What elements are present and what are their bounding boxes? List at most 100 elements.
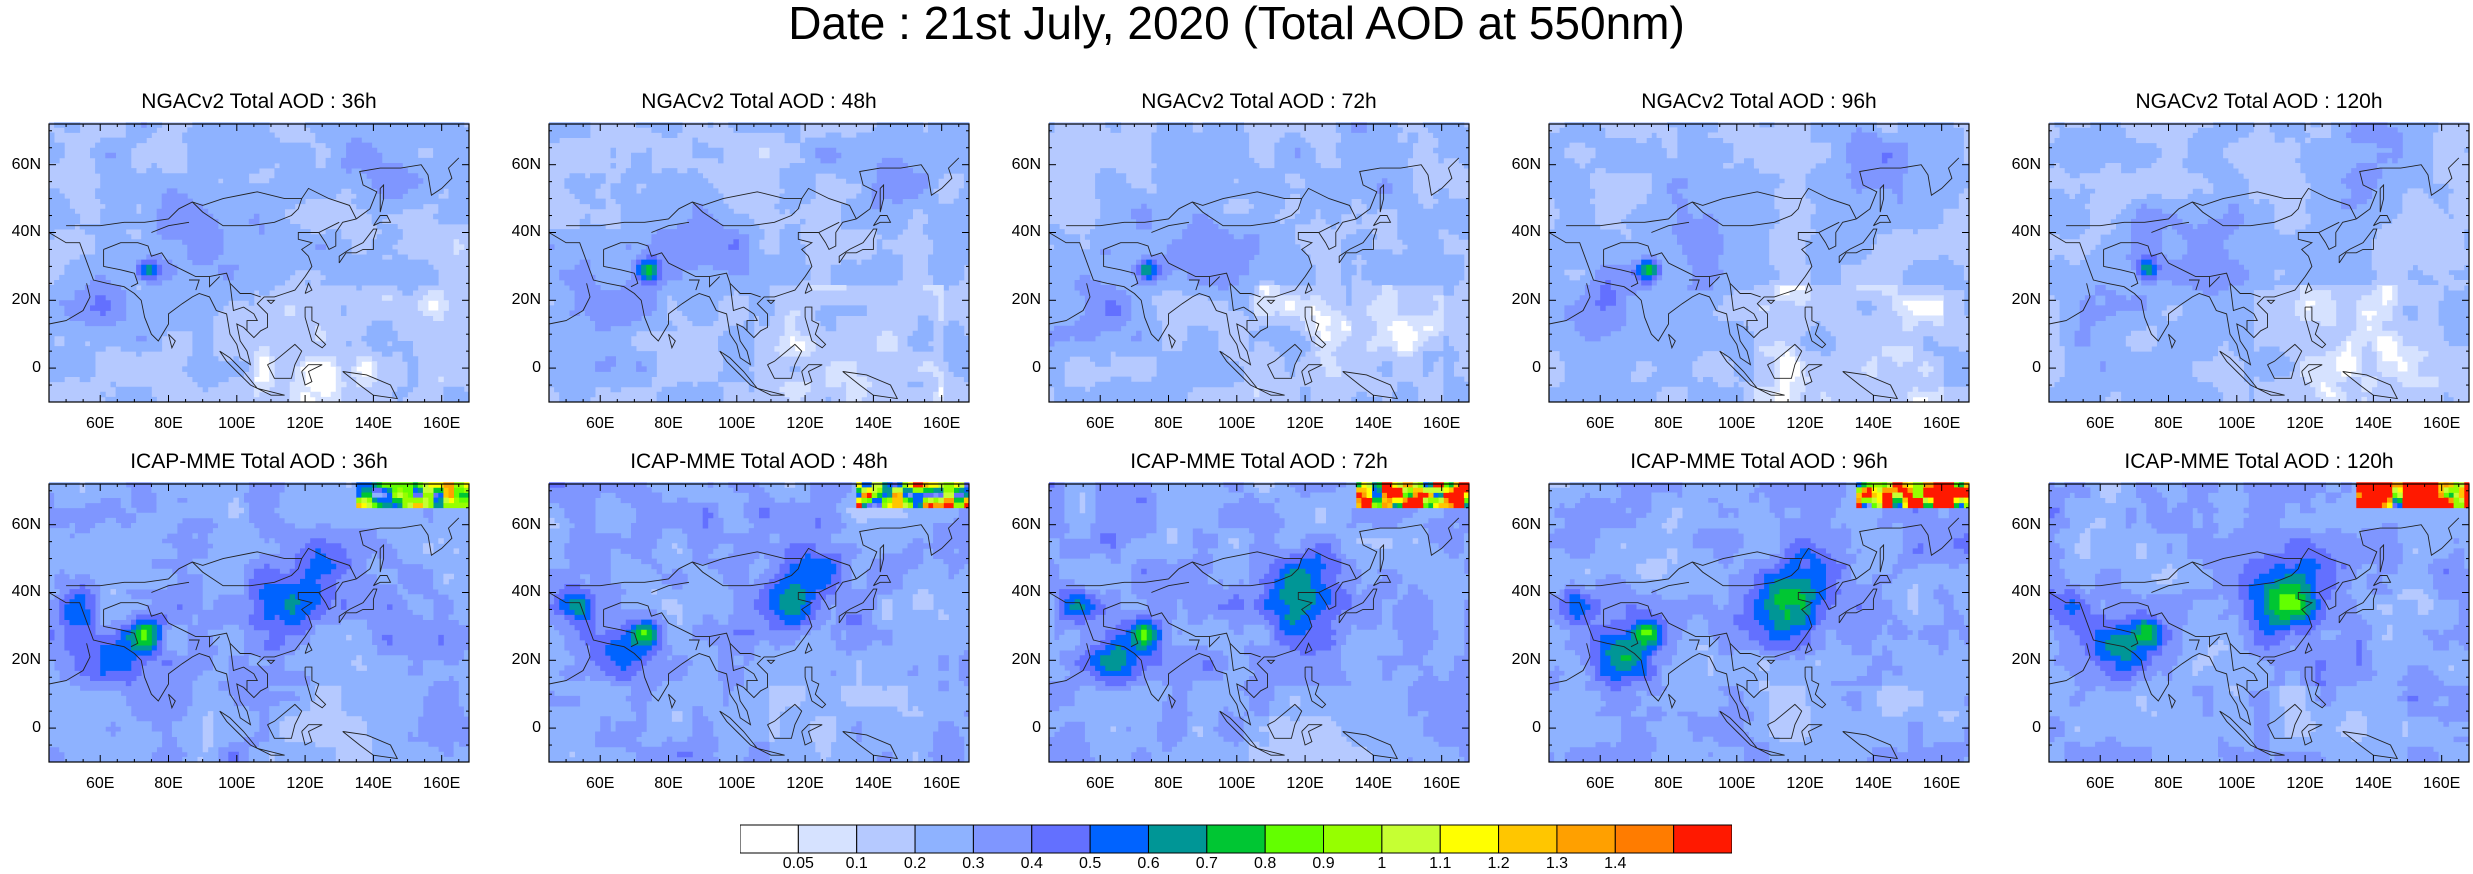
coastline [373, 215, 392, 227]
coastline [1548, 157, 1960, 366]
aod-cells [646, 264, 652, 276]
aod-cells [549, 482, 949, 763]
map-panel: NGACv2 Total AOD : 120h 60N 40N 20N 0 60E 80E 1… [2005, 90, 2473, 432]
aod-cells [49, 122, 470, 403]
lon-tick-label: 80E [2154, 775, 2183, 792]
coastline [1838, 588, 1878, 624]
lat-tick-label: 40N [1011, 583, 1041, 601]
aod-field [49, 482, 470, 763]
coastline [1729, 643, 1759, 691]
map-panel: ICAP-MME Total AOD : 36h 60N 40N 20N 0 60E 80E… [5, 450, 485, 792]
colorbar-label: 0.5 [1078, 855, 1102, 872]
coastline [48, 157, 460, 366]
coastline [2301, 364, 2323, 386]
aod-field [1549, 482, 1970, 763]
aod-cells [1569, 482, 1965, 681]
coastline [304, 306, 327, 349]
coastline [103, 609, 139, 648]
lon-tick-label: 60E [585, 775, 615, 792]
coastline [879, 183, 885, 213]
lat-tick-label: 40N [11, 583, 41, 601]
coastline [219, 710, 258, 749]
coastline [1767, 703, 1803, 739]
coastline [66, 547, 357, 587]
colorbar-label: 1.1 [1429, 855, 1452, 872]
coastline [1266, 659, 1276, 665]
aod-cells [49, 482, 470, 763]
lat-tick-label: 0 [2032, 359, 2041, 377]
coastline [338, 228, 378, 264]
coastline [1766, 299, 1776, 305]
coastline [1301, 724, 1323, 746]
coastline [1692, 558, 1803, 587]
lon-tick-label: 120E [286, 775, 324, 792]
coastline [2192, 558, 2303, 587]
panel-title: ICAP-MME Total AOD : 96h [1630, 450, 1888, 473]
aod-cells [1049, 122, 1470, 403]
aod-cells [443, 482, 454, 498]
aod-cells [1753, 285, 1944, 403]
coastline [2066, 547, 2357, 587]
coastline [2151, 221, 2190, 233]
panel-title: ICAP-MME Total AOD : 48h [630, 450, 888, 473]
coastline [103, 242, 261, 298]
aod-cells [549, 122, 970, 403]
coastline [2229, 283, 2259, 331]
coastline [1103, 602, 1261, 658]
aod-cells [361, 482, 449, 509]
coastline [603, 602, 761, 658]
panel-title: NGACv2 Total AOD : 72h [1141, 90, 1377, 113]
lon-tick-label: 60E [85, 415, 115, 432]
coastline [1229, 283, 1259, 331]
colorbar-swatch [1614, 824, 1675, 854]
panel-title: NGACv2 Total AOD : 120h [2135, 90, 2383, 113]
coastline [1066, 187, 1357, 227]
coastline [103, 602, 261, 658]
coastline [1668, 693, 1676, 710]
lat-tick-label: 40N [2011, 583, 2041, 601]
coastline [2048, 643, 2091, 685]
lon-tick-label: 100E [1718, 775, 1756, 792]
coastline [2209, 636, 2221, 648]
coastline [1168, 693, 1176, 710]
aod-cells [1564, 127, 1908, 342]
lon-tick-label: 80E [1154, 415, 1183, 432]
coastline [1709, 636, 1721, 648]
plot-frame [48, 483, 470, 763]
aod-cells [2049, 122, 2470, 403]
plot-frame [2048, 483, 2470, 763]
lat-tick-label: 0 [532, 359, 541, 377]
lon-tick-label: 140E [854, 775, 893, 792]
coastline [48, 517, 460, 726]
lon-tick-label: 100E [1218, 775, 1256, 792]
lat-tick-label: 40N [1511, 223, 1541, 241]
coastline [1804, 306, 1827, 349]
lat-tick-label: 0 [1032, 719, 1041, 737]
aod-cells [1141, 264, 1152, 276]
coastline [103, 249, 139, 288]
coastline [2103, 242, 2261, 298]
coastline [2304, 306, 2327, 349]
aod-cells [49, 122, 470, 403]
coastline [1267, 703, 1303, 739]
coastline [151, 221, 190, 233]
coastline [1818, 581, 1840, 593]
lon-tick-label: 80E [654, 775, 683, 792]
coastline [1548, 517, 1960, 726]
coastline [2373, 575, 2392, 587]
coastline [2219, 350, 2258, 389]
coastline [1729, 283, 1759, 331]
panel-title: NGACv2 Total AOD : 96h [1641, 90, 1877, 113]
aod-cells [2136, 492, 2454, 641]
coastline [1304, 282, 1313, 294]
coastline [2103, 609, 2139, 648]
coastline [767, 703, 803, 739]
aod-cells [759, 147, 944, 403]
lat-tick-label: 20N [1511, 651, 1541, 669]
colorbar-swatch [1439, 824, 1500, 854]
colorbar-swatch [1673, 824, 1732, 854]
coastline [1304, 642, 1313, 654]
lat-tick-label: 0 [1032, 359, 1041, 377]
aod-cells [549, 122, 970, 403]
coastline [757, 387, 785, 396]
